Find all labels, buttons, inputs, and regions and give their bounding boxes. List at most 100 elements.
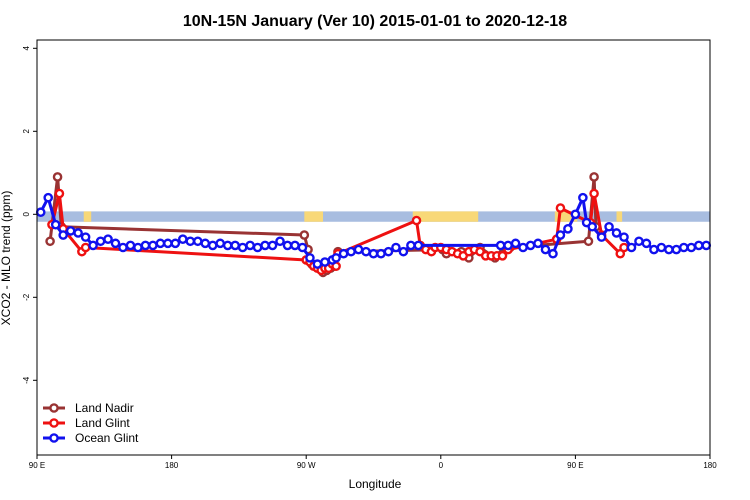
ocean-glint-point [391,242,401,253]
ocean-glint-point [533,238,543,249]
land-band-segment [554,211,578,222]
ocean-glint-point [305,253,315,263]
y-axis-label: XCO2 - MLO trend (ppm) [0,191,13,326]
ocean-glint-point [604,221,614,232]
x-tick-label: 90 W [297,461,316,470]
ocean-glint-point [641,238,652,249]
ocean-glint-point [312,259,323,269]
land-glint-point [54,188,65,199]
legend-label: Ocean Glint [75,431,139,445]
ocean-glint-point [555,230,566,240]
ocean-glint-point [275,236,285,247]
ocean-glint-point [338,248,349,259]
ocean-glint-point [290,240,300,251]
ocean-glint-point [503,240,513,251]
ocean-glint-point [88,240,98,251]
ocean-glint-point [118,242,128,253]
ocean-glint-point [170,238,181,249]
land-ocean-band [37,211,710,222]
ocean-glint-point [140,240,151,251]
ocean-glint-point [95,236,106,247]
legend-label: Land Nadir [75,401,134,415]
ocean-glint-point [611,228,622,238]
ocean-glint-point [331,253,341,263]
ocean-band [37,211,710,222]
ocean-glint-point [222,240,233,251]
x-tick-label: 0 [439,461,444,470]
x-tick-label: 180 [165,461,179,470]
ocean-glint-point [626,242,637,253]
ocean-glint-point [155,238,166,249]
ocean-glint-point [587,221,598,232]
ocean-glint-point [649,244,659,255]
ocean-glint-point [686,242,697,253]
ocean-glint-point [346,246,356,257]
ocean-glint-point [693,240,704,251]
y-tick-label: 0 [22,212,31,217]
x-axis-label: Longitude [349,477,402,491]
legend-label: Land Glint [75,416,130,430]
ocean-glint-point [540,244,551,255]
land-nadir-point [583,236,594,247]
land-glint-point [589,188,599,199]
ocean-glint-point [376,248,386,259]
ocean-glint-point [664,244,674,255]
land-nadir-point [45,236,55,247]
ocean-glint-point [570,209,581,220]
ocean-glint-point [73,228,83,238]
ocean-glint-point [125,240,136,251]
land-glint-point [497,250,508,261]
land-band-segment [304,211,324,222]
ocean-glint-point [133,242,143,253]
ocean-glint-point [245,240,255,251]
ocean-glint-point [656,242,667,253]
ocean-glint-point [110,238,121,249]
ocean-glint-point [510,238,521,249]
ocean-glint-point [548,248,558,259]
land-band-segment [83,211,92,222]
ocean-glint-point [518,242,528,253]
y-axis: -4 -2 0 2 4 [22,46,37,384]
x-axis: 90 E 180 90 W 0 90 E 180 [29,455,717,470]
ocean-glint-point [43,192,54,203]
ocean-glint-point [252,242,263,253]
ocean-glint-point [578,192,588,203]
ocean-glint-point [413,240,424,251]
legend-swatch-marker [49,403,59,413]
ocean-glint-point [406,240,416,251]
legend-swatch-marker [49,433,59,443]
series-group [35,172,712,278]
ocean-glint-point [237,242,248,253]
ocean-glint-point [619,232,629,242]
ocean-glint-point [361,246,371,257]
ocean-glint-point [178,234,188,244]
ocean-glint-point [596,232,607,242]
plot-frame [36,39,711,456]
ocean-glint-point [103,234,113,244]
land-nadir-point [589,172,599,182]
ocean-glint-point [50,219,61,230]
legend-item-land-glint: Land Glint [43,416,130,430]
land-glint-point [619,242,629,253]
legend-item-ocean-glint: Ocean Glint [43,431,139,445]
ocean-glint-point [163,238,173,249]
ocean-glint-point [634,236,644,247]
ocean-glint-point [563,224,573,234]
ocean-glint-point [267,240,278,251]
ocean-glint-point [260,240,270,251]
land-band-segment [412,211,479,222]
legend-item-land-nadir: Land Nadir [43,401,134,415]
land-glint-point [80,242,91,253]
ocean-glint-point [58,230,68,240]
ocean-glint-point [671,244,682,255]
ocean-glint-point [200,238,211,249]
ocean-glint-point [207,240,218,251]
y-tick-label: 2 [22,129,31,134]
ocean-glint-point [282,240,293,251]
legend-swatch-marker [49,418,59,428]
y-tick-label: 4 [22,46,31,51]
land-band-segment [616,211,623,222]
ocean-glint-point [353,244,364,255]
ocean-glint-point [701,240,712,251]
ocean-glint-point [495,240,506,251]
